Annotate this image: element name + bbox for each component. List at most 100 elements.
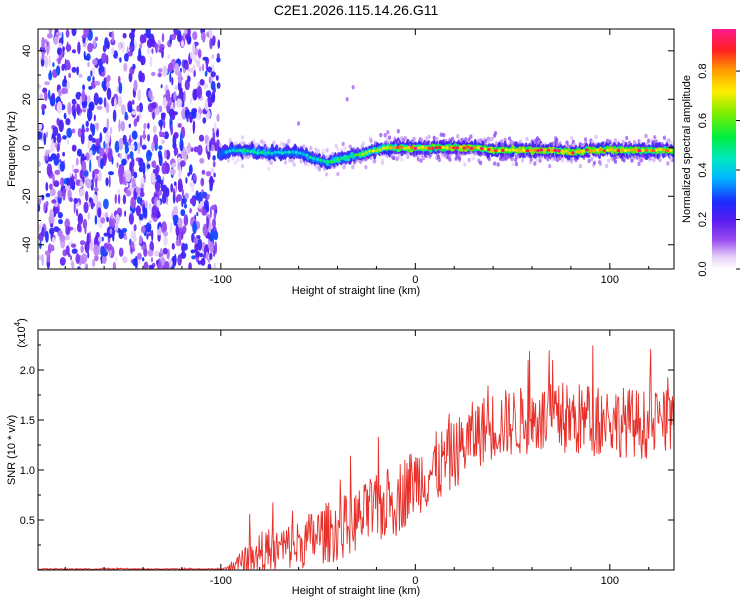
signal-core: [665, 149, 670, 153]
snr-xlabel: Height of straight line (km): [292, 585, 420, 597]
signal-core: [448, 146, 452, 150]
noise-blob: [215, 129, 219, 138]
colorbar: 0.0 0.2 0.4 0.6 0.8 Normalized spectral ampl…: [681, 29, 740, 277]
signal-halo: [292, 162, 296, 167]
noise-blob: [170, 168, 176, 176]
signal-core: [494, 149, 498, 153]
noise-blob: [50, 143, 55, 153]
noise-blob: [66, 177, 71, 186]
colorbar-tick-label: 0.8: [697, 63, 709, 78]
noise-blob: [56, 143, 60, 153]
signal-halo: [469, 134, 473, 139]
noise-blob: [173, 220, 178, 226]
noise-blob: [212, 160, 216, 168]
noise-blob: [48, 29, 53, 35]
signal-core: [630, 148, 635, 152]
noise-blob: [200, 177, 205, 187]
noise-blob: [163, 231, 169, 237]
signal-core: [560, 150, 565, 154]
noise-blob: [64, 234, 71, 241]
noise-blob: [79, 240, 86, 246]
noise-blob: [54, 169, 61, 176]
noise-blob: [55, 65, 61, 76]
noise-blob: [131, 241, 135, 253]
signal-halo: [364, 165, 368, 170]
noise-blob: [65, 245, 70, 256]
noise-blob: [117, 188, 120, 195]
noise-blob: [79, 188, 85, 197]
signal-halo: [397, 154, 401, 159]
signal-halo: [437, 157, 441, 163]
noise-blob: [44, 250, 50, 256]
noise-blob: [136, 105, 140, 112]
noise-blob: [81, 89, 86, 102]
signal-core: [291, 150, 295, 154]
noise-blob: [183, 90, 186, 103]
signal-halo: [598, 161, 603, 166]
noise-blob: [60, 257, 66, 265]
signal-halo: [451, 136, 455, 142]
noise-blob: [173, 132, 179, 139]
noise-blob: [129, 151, 134, 160]
noise-blob: [213, 172, 216, 178]
noise-blob: [51, 199, 57, 204]
noise-blob: [38, 203, 41, 212]
signal-core: [452, 146, 456, 150]
snr-frame: [37, 329, 675, 571]
noise-blob: [146, 233, 149, 240]
noise-blob: [86, 95, 91, 104]
noise-blob: [128, 213, 134, 225]
noise-blob: [177, 254, 182, 266]
noise-blob: [195, 111, 201, 120]
signal-halo: [288, 158, 292, 163]
noise-blob: [90, 70, 93, 77]
signal-core: [522, 148, 526, 152]
noise-blob: [101, 236, 104, 242]
noise-blob: [82, 218, 88, 230]
noise-blob: [127, 51, 133, 57]
signal-core: [620, 148, 624, 152]
noise-blob: [191, 179, 194, 193]
noise-blob: [77, 128, 82, 138]
noise-blob: [112, 109, 117, 123]
noise-blob: [135, 205, 141, 217]
noise-blob: [106, 117, 110, 131]
noise-blob: [200, 257, 206, 266]
noise-blob: [115, 222, 119, 232]
noise-blob: [105, 142, 109, 155]
noise-blob: [57, 57, 61, 65]
signal-core: [371, 149, 375, 153]
signal-halo: [640, 158, 644, 163]
noise-blob: [119, 153, 123, 160]
noise-blob: [156, 199, 161, 208]
noise-blob: [71, 248, 78, 254]
noise-blob: [133, 235, 137, 243]
noise-blob: [39, 241, 42, 250]
signal-core: [417, 146, 421, 150]
signal-core: [357, 153, 361, 157]
noise-blob: [148, 202, 152, 210]
signal-halo: [369, 138, 373, 144]
noise-blob: [49, 227, 55, 235]
noise-blob: [118, 165, 124, 179]
noise-blob: [87, 75, 92, 82]
noise-blob: [210, 71, 216, 78]
noise-blob: [177, 217, 183, 229]
noise-blob: [61, 87, 67, 95]
noise-blob: [192, 31, 198, 41]
noise-blob: [65, 44, 72, 52]
noise-blob: [119, 57, 122, 63]
noise-blob: [208, 76, 212, 84]
noise-blob: [185, 177, 188, 184]
noise-blob: [160, 179, 164, 192]
noise-blob: [114, 97, 117, 109]
noise-blob: [151, 71, 156, 77]
noise-blob: [78, 225, 82, 233]
noise-blob: [181, 188, 184, 198]
signal-core: [385, 146, 389, 150]
noise-blob: [85, 263, 88, 269]
noise-blob: [178, 231, 182, 244]
signal-core: [483, 147, 487, 151]
noise-blob: [65, 226, 71, 236]
